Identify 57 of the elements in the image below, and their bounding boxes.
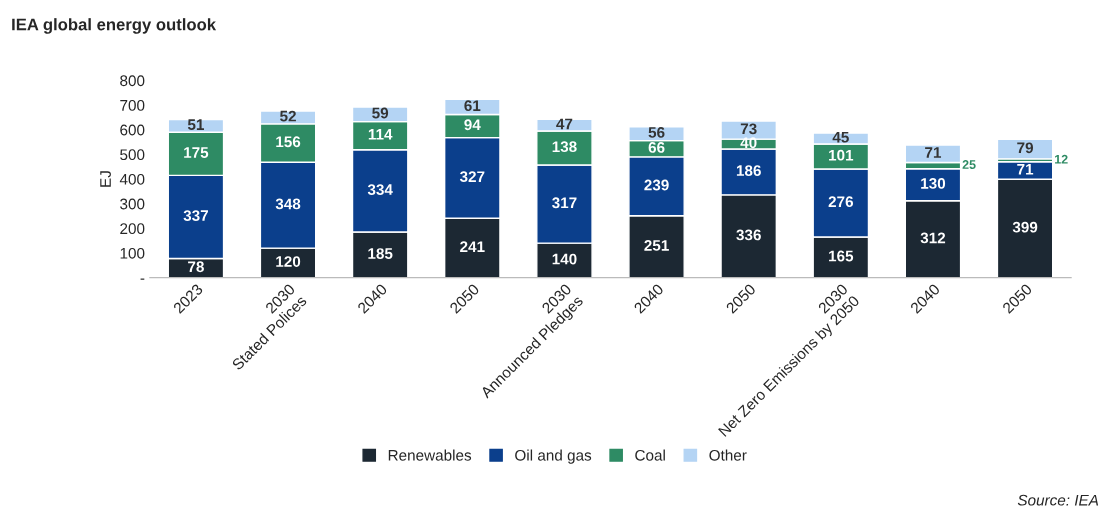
data-label: 399 bbox=[1012, 221, 1038, 233]
data-label: 348 bbox=[275, 198, 301, 210]
y-tick-label: 400 bbox=[119, 173, 145, 185]
chart-title: IEA global energy outlook bbox=[12, 18, 217, 34]
data-label: 114 bbox=[368, 129, 393, 140]
data-label: 12 bbox=[1055, 154, 1068, 164]
data-label: 61 bbox=[464, 100, 481, 112]
data-label: 45 bbox=[832, 131, 849, 143]
data-label: 101 bbox=[829, 149, 854, 161]
data-label: 337 bbox=[183, 210, 208, 222]
y-tick-label: - bbox=[140, 278, 145, 280]
legend-label: Coal bbox=[635, 449, 665, 461]
y-tick-label: 600 bbox=[120, 124, 145, 136]
data-label: 165 bbox=[829, 250, 854, 262]
y-tick-label: 200 bbox=[120, 223, 145, 235]
data-label: 276 bbox=[828, 196, 854, 208]
legend-label: Oil and gas bbox=[515, 449, 592, 464]
data-label: 73 bbox=[740, 123, 757, 135]
data-label: 51 bbox=[187, 119, 204, 131]
y-axis-title: EJ bbox=[100, 171, 111, 187]
data-label: 56 bbox=[648, 126, 665, 138]
data-label: 66 bbox=[648, 142, 665, 153]
y-tick-label: 700 bbox=[120, 99, 145, 111]
data-label: 312 bbox=[920, 232, 946, 244]
data-label: 59 bbox=[372, 107, 389, 119]
data-label: 120 bbox=[276, 256, 301, 267]
data-label: 40 bbox=[740, 137, 757, 149]
data-label: 317 bbox=[552, 197, 577, 209]
y-tick-label: 100 bbox=[120, 247, 145, 259]
y-tick-label: 300 bbox=[120, 198, 145, 210]
data-label: 185 bbox=[368, 248, 393, 259]
data-label: 79 bbox=[1017, 142, 1034, 154]
data-label: 94 bbox=[464, 119, 481, 131]
data-label: 156 bbox=[276, 136, 301, 148]
data-label: 25 bbox=[962, 160, 976, 169]
source-note: Source: IEA bbox=[1017, 494, 1099, 506]
legend-label: Other bbox=[709, 449, 747, 461]
data-label: 251 bbox=[644, 240, 669, 251]
data-label: 140 bbox=[552, 253, 577, 265]
data-label: 47 bbox=[556, 118, 573, 130]
data-label: 71 bbox=[1017, 163, 1034, 175]
data-label: 138 bbox=[552, 141, 577, 153]
data-label: 241 bbox=[460, 241, 485, 252]
y-tick-label: 500 bbox=[120, 149, 145, 161]
data-label: 130 bbox=[921, 178, 946, 189]
data-label: 71 bbox=[925, 147, 942, 158]
data-label: 186 bbox=[736, 165, 761, 177]
y-tick-label: 800 bbox=[120, 75, 145, 87]
data-label: 334 bbox=[367, 184, 393, 196]
data-label: 52 bbox=[280, 110, 296, 122]
data-label: 239 bbox=[644, 179, 669, 191]
data-label: 327 bbox=[459, 171, 485, 183]
bar bbox=[996, 138, 1054, 160]
data-label: 78 bbox=[188, 261, 204, 273]
legend-label: Renewables bbox=[388, 449, 472, 461]
data-label: 336 bbox=[736, 229, 761, 241]
data-label: 175 bbox=[184, 147, 209, 158]
